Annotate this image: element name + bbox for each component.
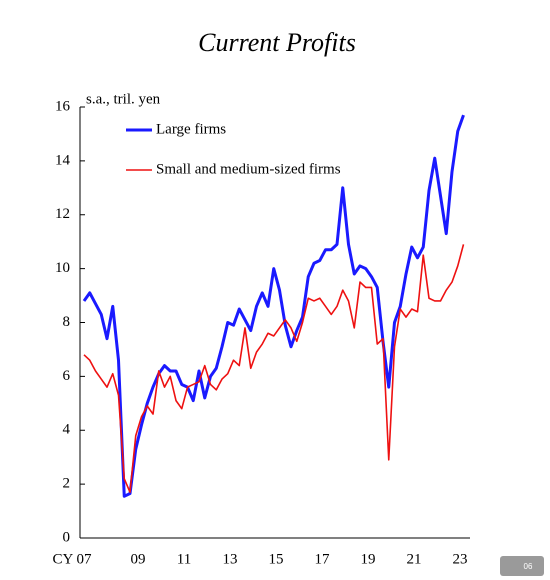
x-tick-label: 15: [269, 551, 284, 567]
y-tick-label: 12: [55, 206, 70, 222]
y-tick-label: 6: [63, 368, 71, 384]
x-tick-label: 19: [361, 551, 376, 567]
legend-label: Small and medium-sized firms: [156, 161, 341, 177]
series-line: [82, 114, 465, 498]
y-tick-label: 10: [55, 260, 70, 276]
chart-title: Current Profits: [198, 28, 356, 57]
y-tick-label: 4: [63, 422, 71, 438]
x-tick-label: 09: [131, 551, 146, 567]
y-axis-label: s.a., tril. yen: [86, 91, 161, 107]
y-tick-label: 8: [63, 314, 71, 330]
x-tick-label: 13: [223, 551, 238, 567]
x-tick-label: 21: [407, 551, 422, 567]
legend-label: Large firms: [156, 121, 226, 137]
x-tick-label: 11: [177, 551, 191, 567]
y-tick-label: 14: [55, 152, 71, 168]
series-line: [83, 244, 465, 494]
badge: 06: [524, 562, 533, 571]
x-tick-label: 17: [315, 551, 331, 567]
y-tick-label: 0: [63, 529, 71, 545]
badge-box: [500, 556, 544, 576]
x-tick-label: 23: [453, 551, 468, 567]
y-tick-label: 16: [55, 98, 71, 114]
x-tick-label: CY 07: [52, 551, 92, 567]
y-tick-label: 2: [63, 476, 71, 492]
